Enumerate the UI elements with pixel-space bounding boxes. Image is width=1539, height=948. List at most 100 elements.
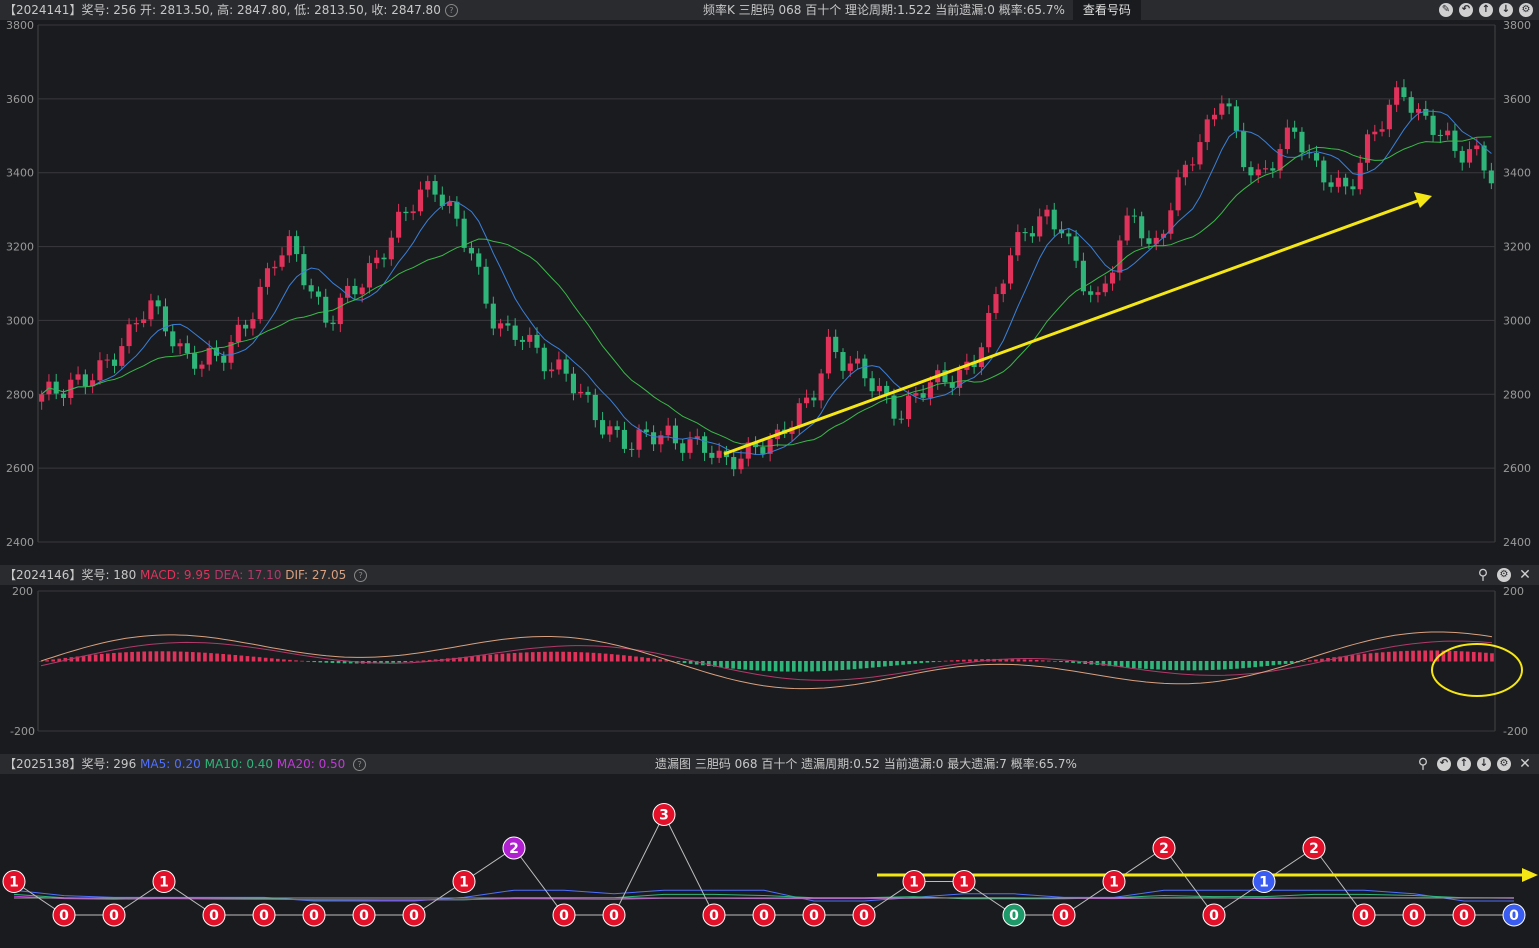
macd-bar: [421, 660, 426, 662]
settings-icon[interactable]: ⚙: [1497, 568, 1511, 582]
macd-bar: [476, 655, 480, 662]
macd-bar: [1040, 660, 1045, 662]
macd-chart[interactable]: 200 200 -200 -200: [0, 585, 1539, 750]
macd-bar: [184, 651, 189, 662]
candle-body: [1168, 210, 1174, 234]
settings-icon[interactable]: ⚙: [1519, 3, 1533, 17]
macd-bar: [124, 652, 128, 662]
miss-chart[interactable]: 1 0 0 1 0 0 0 0 0 1 2 0 0 3 0 0 0 0 1 1 0 0 1 2 0 1 2 0 0 0 0: [0, 774, 1539, 948]
down-icon[interactable]: ↓: [1477, 757, 1491, 771]
macd-bar: [1198, 661, 1203, 671]
candle-body: [1058, 229, 1065, 234]
query-numbers-button[interactable]: 查看号码: [1072, 0, 1141, 20]
macd-bar: [1204, 661, 1209, 671]
highlight-circle: [1431, 643, 1523, 697]
miss-point-label: 0: [1459, 908, 1469, 924]
macd-bar: [555, 651, 559, 662]
miss-point-label: 0: [1409, 908, 1419, 924]
macd-bar: [603, 653, 608, 662]
candle-body: [592, 394, 598, 421]
miss-point: [952, 870, 976, 893]
ma5-value: MA5: 0.20: [140, 757, 201, 771]
macd-bar: [1405, 650, 1409, 662]
macd-bar: [1332, 657, 1336, 662]
miss-point: [202, 903, 226, 927]
candle-body: [294, 236, 300, 255]
macd-bar: [773, 661, 778, 672]
macd-bar: [573, 652, 578, 662]
miss-point-label: 3: [659, 808, 669, 824]
candle-body: [818, 373, 824, 401]
macd-y-label: -200: [10, 725, 35, 738]
macd-bar: [889, 661, 893, 666]
macd-bar: [1059, 661, 1063, 663]
candle-body: [1437, 134, 1443, 136]
main-chart-header: 【2024141】奖号: 256 开: 2813.50, 高: 2847.80,…: [0, 0, 1539, 20]
macd-bar: [901, 661, 905, 665]
miss-point: [502, 836, 526, 860]
macd-bar: [1162, 661, 1166, 670]
macd-bar: [579, 652, 584, 662]
down-icon[interactable]: ↓: [1499, 3, 1513, 17]
macd-bar: [1386, 651, 1391, 662]
macd-bar: [713, 661, 717, 667]
macd-bar: [512, 652, 517, 662]
undo-icon[interactable]: ↶: [1459, 3, 1473, 17]
pin-icon[interactable]: ⚲: [1477, 567, 1489, 583]
candle-body: [330, 322, 336, 325]
macd-bar: [974, 659, 978, 662]
undo-icon[interactable]: ↶: [1437, 757, 1451, 771]
miss-point-label: 0: [409, 908, 419, 924]
macd-bar: [961, 659, 966, 662]
candlestick-chart[interactable]: 3800 3800 3600 3600 3400 3400 3200 3200 3000 3000…: [0, 20, 1539, 560]
close-icon[interactable]: ✕: [1519, 756, 1531, 772]
help-icon[interactable]: ?: [354, 569, 368, 582]
pin-icon[interactable]: ⚲: [1417, 756, 1429, 772]
miss-point-label: 0: [359, 908, 369, 924]
macd-bar: [112, 653, 116, 662]
macd-bar: [634, 656, 638, 662]
candle-body: [658, 435, 664, 445]
candle-body: [505, 323, 511, 326]
candle-body: [585, 391, 591, 395]
help-icon[interactable]: ?: [353, 758, 367, 771]
ma20-value: MA20: 0.50: [276, 757, 346, 771]
candle-body: [374, 257, 380, 264]
candle-body: [39, 394, 45, 402]
miss-toolbar: ⚲ ↶ ↑ ↓ ⚙ ✕: [1415, 754, 1533, 774]
highlight-arrow-head: [1522, 868, 1538, 882]
macd-bar: [300, 660, 304, 662]
candle-body: [847, 363, 853, 371]
candle-body: [636, 429, 642, 450]
candle-body: [1445, 130, 1451, 136]
candle-body: [1386, 104, 1392, 130]
miss-point: [252, 903, 276, 927]
help-icon[interactable]: ?: [444, 4, 458, 17]
macd-bar: [1314, 659, 1318, 662]
up-icon[interactable]: ↑: [1479, 3, 1493, 17]
candle-body: [600, 420, 606, 435]
macd-bar: [87, 655, 92, 662]
candle-body: [796, 403, 802, 428]
close-icon[interactable]: ✕: [1519, 567, 1531, 583]
settings-icon[interactable]: ⚙: [1497, 757, 1511, 771]
macd-bar: [1223, 661, 1227, 670]
candle-body: [141, 319, 147, 323]
macd-bar: [1423, 650, 1428, 662]
macd-bar: [269, 658, 274, 662]
macd-bar: [907, 661, 911, 665]
candle-body: [60, 393, 67, 398]
miss-point: [152, 870, 176, 893]
miss-point-label: 0: [209, 908, 219, 924]
macd-header: 【2024146】奖号: 180 MACD: 9.95 DEA: 17.10 D…: [0, 565, 1539, 585]
miss-point: [52, 903, 76, 927]
macd-bar: [1277, 661, 1282, 665]
macd-bar: [1235, 661, 1239, 669]
edit-icon[interactable]: ✎: [1439, 3, 1453, 17]
macd-bar: [1022, 659, 1027, 662]
up-icon[interactable]: ↑: [1457, 757, 1471, 771]
macd-bar: [1168, 661, 1173, 670]
macd-bar: [1344, 655, 1349, 662]
candle-body: [279, 255, 285, 267]
macd-bar: [767, 661, 772, 672]
